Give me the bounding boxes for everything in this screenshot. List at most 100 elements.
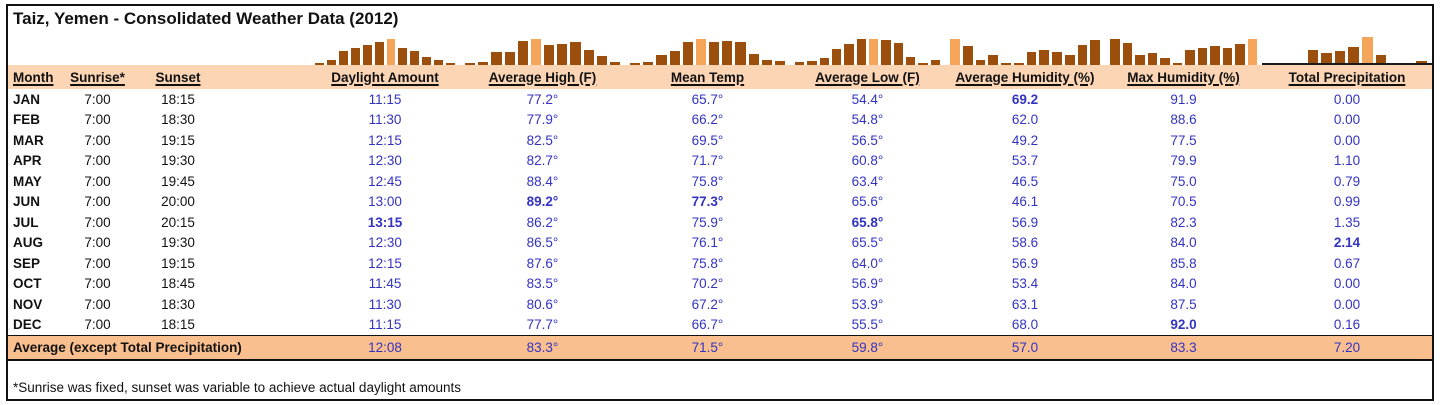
cell-may-avg-low[interactable]: 63.4° — [851, 173, 884, 189]
cell-oct-max-humidity[interactable]: 84.0 — [1170, 276, 1197, 292]
cell-dec-max-humidity[interactable]: 92.0 — [1170, 317, 1197, 333]
cell-jun-avg-humidity[interactable]: 46.1 — [1011, 194, 1039, 210]
average-avg-low[interactable]: 59.8° — [851, 340, 884, 355]
cell-jun-sunrise[interactable]: 7:00 — [84, 194, 111, 210]
cell-may-sunrise[interactable]: 7:00 — [84, 173, 111, 189]
cell-oct-avg-high[interactable]: 83.5° — [526, 276, 559, 292]
cell-jul-avg-low[interactable]: 65.8° — [851, 214, 884, 230]
sheet-title[interactable]: Taiz, Yemen - Consolidated Weather Data … — [13, 9, 399, 28]
cell-apr-precip[interactable]: 1.10 — [1333, 153, 1361, 169]
cell-sep-sunrise[interactable]: 7:00 — [84, 255, 111, 271]
cell-apr-mean-temp[interactable]: 71.7° — [691, 153, 724, 169]
cell-jan-avg-humidity[interactable]: 69.2 — [1011, 91, 1039, 107]
cell-mar-mean-temp[interactable]: 69.5° — [691, 132, 724, 148]
cell-jun-precip[interactable]: 0.99 — [1333, 194, 1361, 210]
average-avg-humidity[interactable]: 57.0 — [1011, 340, 1039, 355]
cell-oct-precip[interactable]: 0.00 — [1333, 276, 1361, 292]
cell-oct-sunrise[interactable]: 7:00 — [84, 276, 111, 292]
cell-aug-avg-high[interactable]: 86.5° — [526, 235, 559, 251]
average-row-label[interactable]: Average (except Total Precipitation) — [13, 340, 242, 355]
cell-feb-month[interactable]: FEB — [13, 112, 40, 128]
cell-apr-avg-high[interactable]: 82.7° — [526, 153, 559, 169]
cell-sep-avg-humidity[interactable]: 56.9 — [1011, 255, 1039, 271]
cell-jun-mean-temp[interactable]: 77.3° — [691, 194, 724, 210]
cell-may-sunset[interactable]: 19:45 — [161, 173, 195, 189]
cell-may-month[interactable]: MAY — [13, 173, 42, 189]
column-header-max-humidity[interactable]: Max Humidity (%) — [1105, 70, 1262, 85]
cell-dec-sunrise[interactable]: 7:00 — [84, 317, 111, 333]
cell-aug-precip[interactable]: 2.14 — [1333, 235, 1361, 251]
average-daylight[interactable]: 12:08 — [368, 340, 402, 355]
cell-may-daylight[interactable]: 12:45 — [368, 173, 402, 189]
cell-sep-sunset[interactable]: 19:15 — [161, 255, 195, 271]
cell-dec-avg-high[interactable]: 77.7° — [526, 317, 559, 333]
cell-nov-avg-low[interactable]: 53.9° — [851, 296, 884, 312]
cell-jan-precip[interactable]: 0.00 — [1333, 91, 1361, 107]
cell-may-avg-high[interactable]: 88.4° — [526, 173, 559, 189]
cell-feb-max-humidity[interactable]: 88.6 — [1170, 112, 1197, 128]
cell-jan-avg-high[interactable]: 77.2° — [526, 91, 559, 107]
cell-nov-mean-temp[interactable]: 67.2° — [691, 296, 724, 312]
cell-may-avg-humidity[interactable]: 46.5 — [1011, 173, 1039, 189]
column-header-avg-low[interactable]: Average Low (F) — [790, 70, 945, 85]
cell-jul-month[interactable]: JUL — [13, 214, 39, 230]
cell-jul-avg-high[interactable]: 86.2° — [526, 214, 559, 230]
cell-oct-sunset[interactable]: 18:45 — [161, 276, 195, 292]
cell-jun-daylight[interactable]: 13:00 — [368, 194, 402, 210]
average-precip[interactable]: 7.20 — [1333, 340, 1361, 355]
cell-mar-sunset[interactable]: 19:15 — [161, 132, 195, 148]
cell-mar-daylight[interactable]: 12:15 — [368, 132, 402, 148]
cell-nov-avg-high[interactable]: 80.6° — [526, 296, 559, 312]
cell-jul-mean-temp[interactable]: 75.9° — [691, 214, 724, 230]
cell-jul-max-humidity[interactable]: 82.3 — [1170, 214, 1197, 230]
column-header-precip[interactable]: Total Precipitation — [1262, 70, 1432, 85]
cell-jan-avg-low[interactable]: 54.4° — [851, 91, 884, 107]
cell-nov-max-humidity[interactable]: 87.5 — [1170, 296, 1197, 312]
average-mean-temp[interactable]: 71.5° — [691, 340, 724, 355]
cell-apr-max-humidity[interactable]: 79.9 — [1170, 153, 1197, 169]
cell-feb-daylight[interactable]: 11:30 — [368, 112, 402, 128]
cell-feb-avg-low[interactable]: 54.8° — [851, 112, 884, 128]
cell-sep-month[interactable]: SEP — [13, 255, 41, 271]
cell-mar-month[interactable]: MAR — [13, 132, 44, 148]
column-header-sunset[interactable]: Sunset — [140, 70, 216, 85]
cell-apr-avg-low[interactable]: 60.8° — [851, 153, 884, 169]
cell-dec-sunset[interactable]: 18:15 — [161, 317, 195, 333]
column-header-daylight[interactable]: Daylight Amount — [310, 70, 460, 85]
cell-jun-month[interactable]: JUN — [13, 194, 41, 210]
cell-apr-daylight[interactable]: 12:30 — [368, 153, 402, 169]
cell-feb-mean-temp[interactable]: 66.2° — [691, 112, 724, 128]
cell-mar-precip[interactable]: 0.00 — [1333, 132, 1361, 148]
cell-nov-month[interactable]: NOV — [13, 296, 43, 312]
column-header-sunrise[interactable]: Sunrise* — [55, 70, 140, 85]
cell-feb-precip[interactable]: 0.00 — [1333, 112, 1361, 128]
cell-feb-avg-high[interactable]: 77.9° — [526, 112, 559, 128]
cell-feb-sunset[interactable]: 18:30 — [161, 112, 195, 128]
cell-aug-sunset[interactable]: 19:30 — [161, 235, 195, 251]
cell-may-precip[interactable]: 0.79 — [1333, 173, 1361, 189]
cell-feb-avg-humidity[interactable]: 62.0 — [1011, 112, 1039, 128]
cell-apr-sunset[interactable]: 19:30 — [161, 153, 195, 169]
cell-apr-sunrise[interactable]: 7:00 — [84, 153, 111, 169]
cell-dec-precip[interactable]: 0.16 — [1333, 317, 1361, 333]
cell-oct-month[interactable]: OCT — [13, 276, 42, 292]
average-max-humidity[interactable]: 83.3 — [1170, 340, 1197, 355]
cell-jan-sunset[interactable]: 18:15 — [161, 91, 195, 107]
cell-jan-max-humidity[interactable]: 91.9 — [1170, 91, 1197, 107]
cell-jun-sunset[interactable]: 20:00 — [161, 194, 195, 210]
cell-aug-avg-humidity[interactable]: 58.6 — [1011, 235, 1039, 251]
cell-mar-sunrise[interactable]: 7:00 — [84, 132, 111, 148]
cell-jul-sunset[interactable]: 20:15 — [161, 214, 195, 230]
cell-dec-mean-temp[interactable]: 66.7° — [691, 317, 724, 333]
cell-dec-daylight[interactable]: 11:15 — [368, 317, 402, 333]
cell-jan-month[interactable]: JAN — [13, 91, 41, 107]
cell-nov-precip[interactable]: 0.00 — [1333, 296, 1361, 312]
cell-mar-avg-low[interactable]: 56.5° — [851, 132, 884, 148]
cell-apr-month[interactable]: APR — [13, 153, 42, 169]
cell-sep-avg-low[interactable]: 64.0° — [851, 255, 884, 271]
cell-feb-sunrise[interactable]: 7:00 — [84, 112, 111, 128]
cell-jun-avg-low[interactable]: 65.6° — [851, 194, 884, 210]
cell-mar-avg-high[interactable]: 82.5° — [526, 132, 559, 148]
column-header-avg-humidity[interactable]: Average Humidity (%) — [945, 70, 1105, 85]
cell-oct-mean-temp[interactable]: 70.2° — [691, 276, 724, 292]
